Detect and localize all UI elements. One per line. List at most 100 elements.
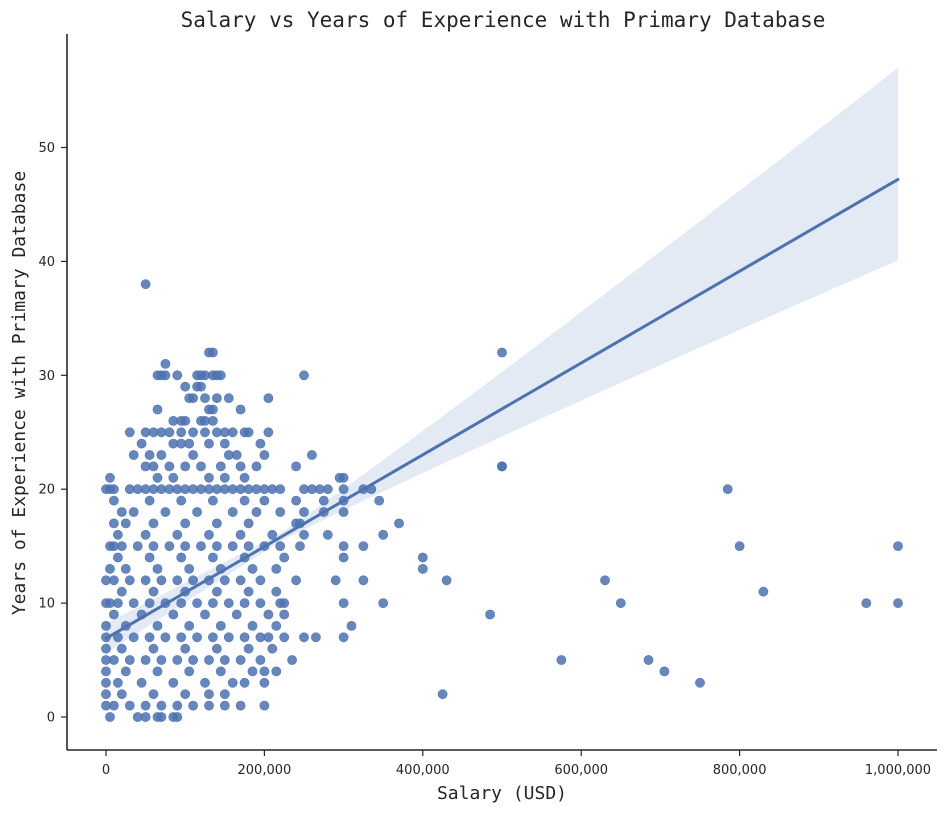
data-point: [243, 427, 254, 438]
data-point: [219, 438, 230, 449]
data-point: [152, 472, 163, 483]
data-point: [109, 575, 119, 586]
data-point: [120, 666, 131, 677]
data-point: [172, 575, 183, 586]
data-point: [211, 541, 222, 551]
data-point: [156, 450, 167, 460]
data-point: [180, 461, 191, 472]
data-point: [207, 632, 218, 643]
data-point: [279, 598, 290, 608]
data-point: [207, 347, 218, 358]
data-point: [124, 655, 135, 665]
data-point: [101, 666, 111, 677]
data-point: [734, 541, 745, 551]
data-point: [160, 358, 171, 369]
data-point: [223, 632, 234, 643]
data-point: [116, 643, 127, 654]
data-point: [600, 575, 610, 586]
data-point: [196, 461, 206, 472]
data-point: [140, 655, 151, 665]
data-point: [378, 529, 389, 540]
y-tick-label: 10: [38, 597, 55, 612]
data-point: [235, 404, 246, 415]
data-point: [172, 370, 183, 381]
data-point: [200, 393, 210, 403]
data-point: [207, 552, 218, 563]
data-point: [156, 575, 167, 586]
data-point: [310, 632, 321, 643]
data-point: [105, 472, 115, 483]
data-point: [239, 632, 250, 643]
data-point: [239, 598, 250, 608]
data-point: [322, 529, 333, 540]
data-point: [109, 518, 119, 529]
data-point: [267, 643, 278, 654]
data-point: [109, 495, 119, 506]
data-point: [338, 598, 349, 608]
data-point: [204, 689, 214, 700]
data-point: [204, 438, 214, 449]
data-point: [200, 609, 210, 620]
data-point: [120, 518, 131, 529]
data-point: [204, 655, 214, 665]
data-point: [211, 586, 222, 597]
data-point: [291, 495, 301, 506]
data-point: [204, 700, 214, 711]
data-point: [223, 393, 234, 403]
data-point: [200, 427, 210, 438]
data-point: [893, 541, 903, 551]
data-point: [247, 621, 258, 631]
data-point: [259, 677, 270, 688]
data-point: [417, 552, 428, 563]
data-point: [291, 575, 301, 586]
data-point: [211, 518, 222, 529]
data-point: [219, 655, 230, 665]
data-point: [306, 450, 317, 460]
data-point: [279, 632, 290, 643]
data-point: [164, 427, 175, 438]
data-point: [358, 541, 369, 551]
data-point: [128, 507, 139, 517]
data-point: [144, 495, 155, 506]
data-point: [219, 575, 230, 586]
data-point: [124, 700, 135, 711]
data-point: [223, 598, 234, 608]
data-point: [251, 461, 262, 472]
data-point: [101, 677, 111, 688]
data-point: [251, 507, 262, 517]
data-point: [207, 415, 218, 426]
x-axis-label: Salary (USD): [437, 783, 567, 804]
data-point: [196, 381, 206, 392]
data-point: [116, 507, 127, 517]
data-point: [211, 393, 222, 403]
data-point: [318, 495, 329, 506]
data-point: [322, 484, 333, 495]
data-point: [136, 438, 147, 449]
data-point: [263, 427, 274, 438]
data-point: [259, 666, 270, 677]
data-point: [338, 541, 349, 551]
data-point: [291, 461, 301, 472]
data-point: [299, 507, 309, 517]
data-point: [148, 586, 159, 597]
data-point: [188, 393, 198, 403]
data-point: [235, 529, 246, 540]
data-point: [659, 666, 670, 677]
data-point: [271, 564, 282, 574]
data-point: [338, 472, 349, 483]
y-axis-ticks: 0 10 20 30 40 50: [38, 141, 67, 726]
data-point: [695, 677, 705, 688]
data-point: [235, 461, 246, 472]
data-point: [188, 655, 198, 665]
data-point: [211, 643, 222, 654]
data-point: [136, 677, 147, 688]
data-point: [239, 472, 250, 483]
data-point: [227, 541, 238, 551]
data-point: [180, 518, 191, 529]
data-point: [255, 655, 266, 665]
data-point: [120, 564, 131, 574]
data-points: [101, 279, 903, 722]
data-point: [172, 712, 183, 722]
data-point: [168, 609, 179, 620]
data-point: [263, 609, 274, 620]
